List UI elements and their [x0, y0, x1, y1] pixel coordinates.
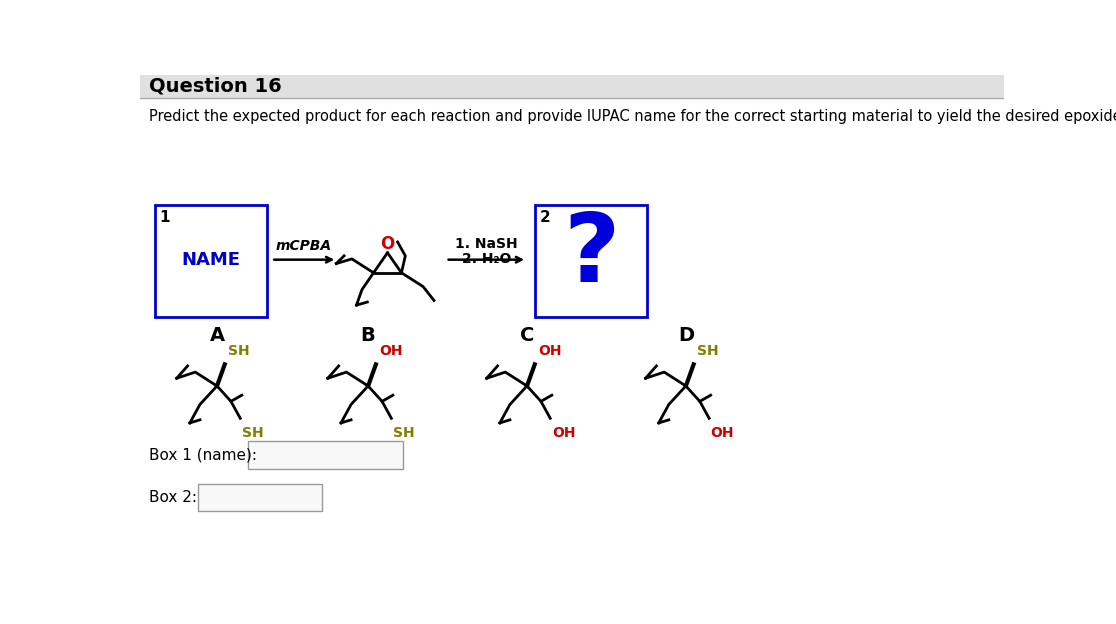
Text: O: O — [381, 235, 395, 253]
Text: SH: SH — [393, 426, 414, 440]
Text: SH: SH — [228, 344, 250, 358]
Text: mCPBA: mCPBA — [276, 239, 331, 253]
Bar — [535, 205, 647, 316]
Text: 1: 1 — [160, 210, 170, 225]
Text: SH: SH — [696, 344, 719, 358]
Text: NAME: NAME — [181, 251, 240, 269]
Text: A: A — [210, 326, 224, 346]
Bar — [198, 484, 321, 512]
Text: Predict the expected product for each reaction and provide IUPAC name for the co: Predict the expected product for each re… — [148, 109, 1116, 124]
Text: D: D — [677, 326, 694, 346]
Text: 1. NaSH: 1. NaSH — [455, 236, 518, 250]
Bar — [140, 75, 1004, 98]
Text: Box 1 (name):: Box 1 (name): — [148, 448, 257, 463]
Text: Box 2:: Box 2: — [148, 490, 196, 505]
Text: 2. H₂O: 2. H₂O — [462, 252, 511, 266]
Text: SH: SH — [242, 426, 263, 440]
Text: ?: ? — [564, 208, 619, 301]
Text: B: B — [360, 326, 375, 346]
Text: 2: 2 — [539, 210, 550, 225]
Text: OH: OH — [379, 344, 403, 358]
Bar — [586, 300, 597, 311]
Bar — [248, 441, 403, 469]
Text: C: C — [520, 326, 535, 346]
Text: OH: OH — [711, 426, 734, 440]
Text: Question 16: Question 16 — [148, 77, 281, 96]
Text: OH: OH — [538, 344, 561, 358]
Text: OH: OH — [551, 426, 576, 440]
Bar — [155, 205, 268, 316]
